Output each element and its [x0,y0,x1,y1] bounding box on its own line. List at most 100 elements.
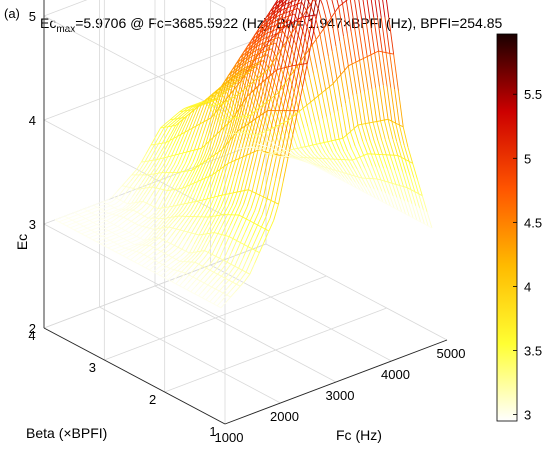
mesh-segment [85,233,91,237]
mesh-segment [248,125,255,135]
mesh-segment [330,11,336,18]
mesh-segment [167,257,173,262]
mesh-segment [169,216,176,223]
mesh-segment [202,101,207,103]
mesh-segment [306,101,311,106]
mesh-segment [219,154,226,170]
mesh-segment [169,245,175,251]
mesh-segment [380,120,386,140]
mesh-segment [217,223,224,234]
mesh-segment [218,91,225,109]
mesh-segment [216,275,222,282]
mesh-segment [253,53,258,61]
mesh-segment [215,130,222,147]
mesh-segment [354,0,360,27]
mesh-segment [201,267,207,274]
mesh-segment [166,155,172,166]
mesh-segment [311,163,316,167]
mesh-segment [285,88,292,111]
mesh-segment [227,119,233,124]
mesh-segment [193,251,198,253]
mesh-segment [267,153,274,176]
mesh-segment [153,206,159,210]
mesh-segment [289,9,294,17]
mesh-segment [151,258,156,261]
mesh-segment [152,186,157,189]
mesh-segment [144,245,150,250]
mesh-segment [397,90,404,127]
mesh-segment [215,283,221,290]
mesh-segment [235,57,241,65]
mesh-segment [234,265,239,269]
mesh-segment [121,243,127,247]
mesh-segment [405,173,412,190]
mesh-segment [137,244,143,249]
x-axis-label: Fc (Hz) [336,427,382,443]
mesh-segment [303,39,309,65]
mesh-segment [370,0,375,18]
mesh-segment [299,63,304,66]
mesh-segment [189,109,195,122]
mesh-segment [181,151,188,164]
mesh-segment [214,214,221,225]
mesh-segment [196,250,201,253]
mesh-segment [88,237,94,241]
mesh-segment [210,256,217,264]
mesh-segment [362,0,367,22]
mesh-segment [311,124,317,145]
mesh-segment [200,280,205,284]
mesh-segment [295,40,302,66]
mesh-segment [383,168,389,183]
mesh-segment [73,229,78,233]
mesh-segment [302,153,308,159]
mesh-segment [197,134,204,150]
mesh-segment [147,217,153,223]
mesh-segment [377,190,384,203]
mesh-segment [221,178,228,196]
mesh-segment [302,108,309,127]
mesh-segment [146,173,151,176]
mesh-segment [357,176,364,186]
mesh-segment [137,263,143,267]
mesh-segment [244,123,249,127]
mesh-segment [371,88,378,122]
mesh-segment [199,199,204,202]
mesh-segment [166,125,173,135]
mesh-segment [66,223,72,227]
mesh-segment [258,35,264,43]
mesh-segment [276,74,283,88]
beta-tick-label-2: 3 [89,360,96,375]
mesh-segment [238,204,245,216]
mesh-segment [155,179,162,189]
mesh-segment [239,244,245,256]
tick-labels: 10002000300040005000123423456 [28,9,465,445]
mesh-segment [168,118,175,124]
mesh-segment [185,272,190,276]
mesh-segment [190,125,197,140]
mesh-segment [242,87,247,92]
mesh-segment [392,195,399,211]
mesh-segment [209,296,215,303]
mesh-segment [141,187,145,190]
mesh-segment [181,210,188,217]
mesh-segment [191,115,198,129]
mesh-segment [357,124,364,142]
mesh-segment [174,143,181,156]
mesh-segment [150,217,157,224]
mesh-segment [262,104,269,117]
mesh-segment [261,60,268,83]
mesh-segment [109,237,115,241]
mesh-segment [220,302,227,309]
mesh-segment [85,216,91,219]
mesh-segment [97,235,103,239]
mesh-segment [265,139,271,143]
mesh-segment [237,80,242,86]
mesh-segment [289,88,296,111]
mesh-segment [124,187,131,195]
mesh-segment [371,166,378,180]
mesh-segment [175,278,181,285]
mesh-segment [107,213,113,218]
mesh-segment [132,234,137,237]
mesh-segment [87,225,93,229]
mesh-segment [248,151,255,172]
